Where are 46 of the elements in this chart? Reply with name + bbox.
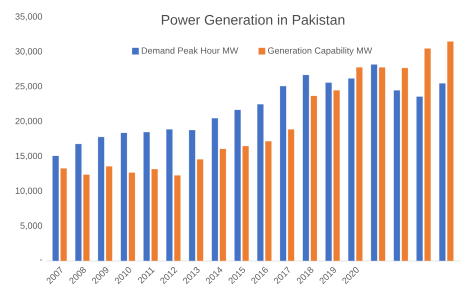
y-tick-label: 30,000 xyxy=(15,48,42,56)
y-tick-label: 25,000 xyxy=(16,83,42,90)
bar xyxy=(256,104,264,261)
bar xyxy=(401,68,408,261)
bar xyxy=(106,166,113,261)
bar xyxy=(348,78,355,261)
bar xyxy=(188,130,196,261)
bar xyxy=(174,175,181,261)
bar xyxy=(242,146,250,261)
bar xyxy=(211,118,218,261)
y-tick-label: 15,000 xyxy=(16,152,42,160)
legend-label: Generation Capability MW xyxy=(268,47,372,56)
bar xyxy=(264,140,272,261)
bar xyxy=(60,168,68,261)
bar xyxy=(370,64,378,261)
bar xyxy=(310,96,318,261)
bar xyxy=(424,48,432,261)
bar xyxy=(438,83,446,261)
bar xyxy=(446,41,454,261)
bar xyxy=(196,159,204,261)
bar xyxy=(120,132,128,261)
bar xyxy=(333,90,340,261)
bar xyxy=(325,82,332,261)
y-tick-label: 5,000 xyxy=(20,222,42,230)
bar xyxy=(166,129,173,261)
y-tick-label: 35,000 xyxy=(15,13,42,21)
bar xyxy=(128,172,136,261)
bar xyxy=(393,90,400,261)
bar xyxy=(219,148,226,261)
bar xyxy=(98,136,105,261)
bar xyxy=(151,168,158,261)
bar xyxy=(52,156,60,261)
bar xyxy=(234,110,242,261)
bar xyxy=(288,129,295,261)
y-tick-label: 20,000 xyxy=(16,118,42,126)
bar xyxy=(143,132,150,261)
bar xyxy=(302,74,310,261)
legend-label: Demand Peak Hour MW xyxy=(142,47,238,54)
chart-title: Power Generation in Pakistan xyxy=(162,14,344,25)
bar xyxy=(82,174,90,261)
bar xyxy=(378,67,386,261)
bar xyxy=(356,67,363,261)
bar xyxy=(280,86,287,261)
bar xyxy=(74,144,82,261)
bar xyxy=(416,96,424,261)
y-tick-label: 10,000 xyxy=(16,188,42,195)
